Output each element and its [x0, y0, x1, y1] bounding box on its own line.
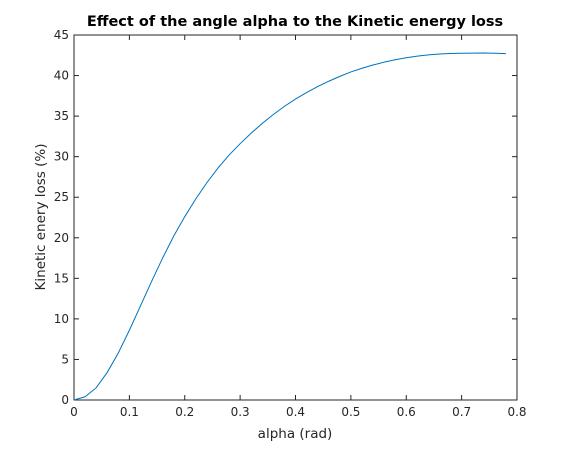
x-axis-label: alpha (rad) [258, 426, 333, 442]
axis-ticks [73, 34, 518, 401]
x-tick-label: 0.5 [341, 405, 360, 419]
x-tick-label: 0.6 [397, 405, 416, 419]
y-tick-label: 15 [54, 271, 69, 285]
y-tick-label: 10 [54, 312, 69, 326]
y-axis-label: Kinetic enery loss (%) [33, 144, 49, 291]
y-tick-label: 20 [54, 231, 69, 245]
series-line [73, 52, 506, 401]
x-tick-label: 0.7 [452, 405, 471, 419]
y-tick-labels: 0 5 10 15 20 25 30 35 40 45 [54, 28, 69, 407]
y-tick-label: 45 [54, 28, 69, 42]
x-tick-label: 0.8 [507, 405, 526, 419]
x-tick-label: 0.4 [286, 405, 305, 419]
y-tick-label: 35 [54, 109, 69, 123]
y-tick-label: 40 [54, 69, 69, 83]
plot-area [73, 34, 518, 401]
y-tick-label: 25 [54, 190, 69, 204]
y-tick-label: 30 [54, 150, 69, 164]
x-tick-labels: 0 0.1 0.2 0.3 0.4 0.5 0.6 0.7 0.8 [70, 405, 526, 419]
x-tick-label: 0.1 [120, 405, 139, 419]
x-tick-label: 0.2 [175, 405, 194, 419]
x-tick-label: 0 [70, 405, 78, 419]
chart-title: Effect of the angle alpha to the Kinetic… [87, 14, 503, 30]
x-tick-label: 0.3 [231, 405, 250, 419]
y-tick-label: 0 [61, 393, 69, 407]
y-tick-label: 5 [61, 352, 69, 366]
